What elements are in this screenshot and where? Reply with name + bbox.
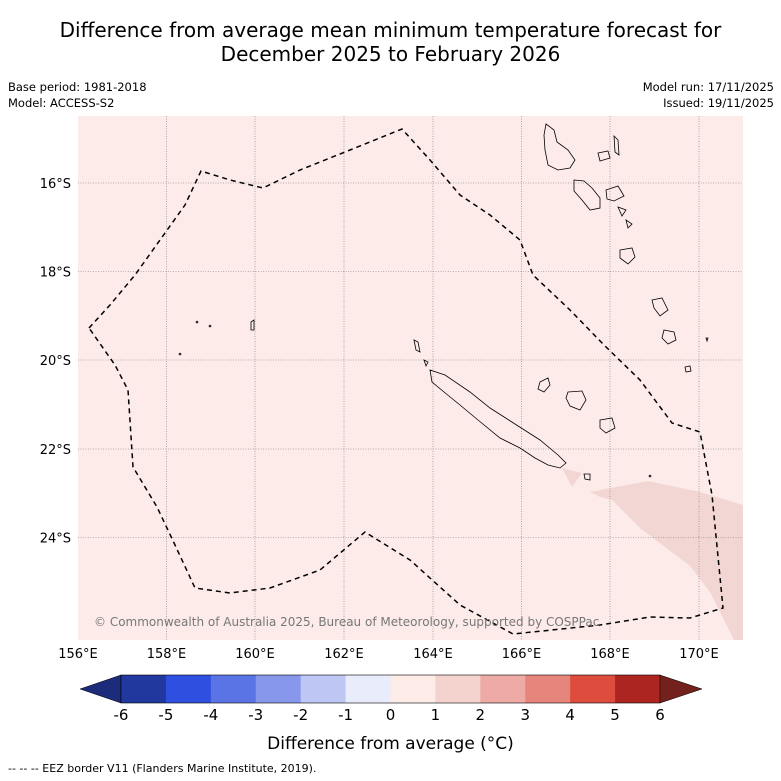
- vanuatu-tanna: [651, 297, 669, 317]
- map-title: Difference from average mean minimum tem…: [0, 18, 781, 66]
- colorbar-extend-low: [79, 674, 122, 704]
- new-caledonia-mainland: [429, 369, 567, 469]
- colorbar-tick-label: -1: [338, 706, 353, 724]
- vanuatu-malekula: [573, 179, 601, 211]
- title-line-1: Difference from average mean minimum tem…: [59, 18, 722, 42]
- lon-label-162e: 162°E: [324, 647, 364, 662]
- isle-of-pines: [583, 473, 591, 481]
- colorbar-segment: [435, 675, 481, 703]
- lon-label-158e: 158°E: [147, 647, 187, 662]
- colorbar-tick-label: -6: [114, 706, 129, 724]
- loyalty-islands-mare: [599, 417, 616, 434]
- colorbar-tick-labels: -6 -5 -4 -3 -2 -1 0 1 2 3 4 5 6: [114, 706, 665, 724]
- copyright-notice: © Commonwealth of Australia 2025, Bureau…: [94, 615, 599, 629]
- colorbar-extend-high: [659, 674, 703, 704]
- colorbar-tick-label: 5: [610, 706, 620, 724]
- lon-label-170e: 170°E: [679, 647, 719, 662]
- colorbar-label: Difference from average (°C): [267, 734, 514, 754]
- lat-label-24s: 24°S: [40, 532, 71, 547]
- lat-label-16s: 16°S: [40, 177, 71, 192]
- lon-label-156e: 156°E: [58, 647, 98, 662]
- issued-date: Issued: 19/11/2025: [663, 96, 774, 110]
- warmer-anomaly-area: [590, 481, 743, 640]
- colorbar-segment: [345, 675, 391, 703]
- colorbar-segment: [255, 675, 302, 703]
- model-run: Model run: 17/11/2025: [642, 80, 774, 94]
- meta-right: Model run: 17/11/2025 Issued: 19/11/2025: [643, 79, 774, 111]
- colorbar-tick-label: 0: [386, 706, 396, 724]
- map-area: [78, 116, 743, 640]
- lon-label-164e: 164°E: [413, 647, 453, 662]
- gridlines: [78, 116, 743, 640]
- model-name: Model: ACCESS-S2: [8, 96, 115, 110]
- lat-label-22s: 22°S: [40, 443, 71, 458]
- colorbar-segment: [121, 675, 167, 703]
- vanuatu-aneityum: [661, 329, 677, 345]
- colorbar-segment: [210, 675, 257, 703]
- colorbar-segment: [165, 675, 212, 703]
- lat-label-18s: 18°S: [40, 266, 71, 281]
- lon-label-160e: 160°E: [235, 647, 275, 662]
- colorbar-tick-label: 3: [520, 706, 530, 724]
- colorbar-tick-label: -5: [158, 706, 173, 724]
- base-period: Base period: 1981-2018: [8, 80, 147, 94]
- colorbar-tick-label: -4: [203, 706, 218, 724]
- vanuatu-efate: [605, 185, 625, 202]
- colorbar-segment: [615, 675, 661, 703]
- belep-islands: [413, 339, 421, 353]
- lon-tick-labels: 156°E 158°E 160°E 162°E 164°E 166°E 168°…: [58, 647, 719, 662]
- colorbar-tick-label: 1: [431, 706, 441, 724]
- title-line-2: December 2025 to February 2026: [220, 42, 561, 66]
- lon-label-166e: 166°E: [502, 647, 542, 662]
- lat-tick-labels: 16°S 18°S 20°S 22°S 24°S: [40, 177, 71, 547]
- colorbar-tick-label: -2: [293, 706, 308, 724]
- meta-left: Base period: 1981-2018 Model: ACCESS-S2: [8, 79, 147, 111]
- vanuatu-espiritu-santo: [543, 123, 576, 171]
- colorbar-tick-label: 6: [655, 706, 665, 724]
- coastlines: [178, 123, 709, 481]
- colorbar-tick-label: 2: [476, 706, 486, 724]
- colorbar-frame: [120, 674, 661, 704]
- colorbar-segment: [300, 675, 347, 703]
- loyalty-islands-ouvea: [537, 377, 551, 393]
- loyalty-islands-lifou: [565, 390, 587, 411]
- eez-legend: -- -- -- EEZ border V11 (Flanders Marine…: [8, 762, 317, 775]
- lon-label-168e: 168°E: [590, 647, 630, 662]
- warmer-anomaly-patch: [562, 468, 582, 487]
- colorbar: [79, 674, 703, 704]
- lat-label-20s: 20°S: [40, 354, 71, 369]
- colorbar-segment: [480, 675, 526, 703]
- colorbar-tick-label: 4: [565, 706, 575, 724]
- colorbar-segment: [525, 675, 571, 703]
- colorbar-tick-label: -3: [248, 706, 263, 724]
- chesterfield-islands: [250, 319, 255, 331]
- colorbar-segment: [390, 675, 436, 703]
- vanuatu-erromango: [619, 247, 636, 265]
- colorbar-segment: [570, 675, 616, 703]
